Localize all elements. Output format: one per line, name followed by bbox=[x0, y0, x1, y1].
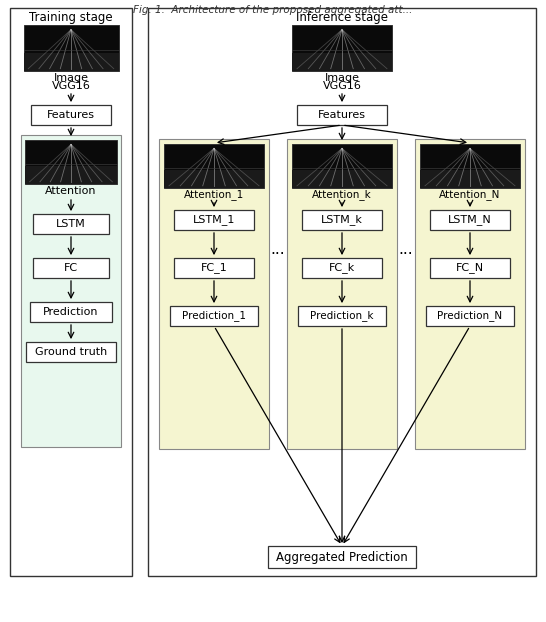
FancyBboxPatch shape bbox=[174, 210, 254, 230]
Bar bbox=[292, 53, 392, 71]
FancyBboxPatch shape bbox=[33, 258, 109, 278]
FancyBboxPatch shape bbox=[430, 258, 510, 278]
Bar bbox=[25, 167, 117, 184]
Bar bbox=[23, 25, 118, 71]
FancyBboxPatch shape bbox=[159, 139, 269, 449]
Text: Prediction_N: Prediction_N bbox=[437, 310, 502, 322]
Text: Training stage: Training stage bbox=[29, 11, 113, 24]
Text: LSTM_N: LSTM_N bbox=[448, 215, 492, 225]
Bar bbox=[420, 144, 520, 188]
Text: Inference stage: Inference stage bbox=[296, 11, 388, 24]
Text: Features: Features bbox=[47, 110, 95, 120]
Bar bbox=[164, 144, 264, 188]
Text: Attention_1: Attention_1 bbox=[184, 190, 244, 200]
FancyBboxPatch shape bbox=[415, 139, 525, 449]
Text: Aggregated Prediction: Aggregated Prediction bbox=[276, 550, 408, 564]
Text: LSTM_1: LSTM_1 bbox=[193, 215, 235, 225]
Bar bbox=[292, 170, 392, 188]
Bar bbox=[23, 53, 118, 71]
FancyBboxPatch shape bbox=[26, 342, 116, 362]
Text: Prediction_1: Prediction_1 bbox=[182, 310, 246, 322]
FancyBboxPatch shape bbox=[170, 306, 258, 326]
Bar bbox=[164, 170, 264, 188]
Bar bbox=[420, 170, 520, 188]
Text: Attention_k: Attention_k bbox=[312, 190, 372, 200]
Text: LSTM: LSTM bbox=[56, 219, 86, 229]
FancyBboxPatch shape bbox=[302, 258, 382, 278]
FancyBboxPatch shape bbox=[31, 105, 111, 125]
FancyBboxPatch shape bbox=[426, 306, 514, 326]
FancyBboxPatch shape bbox=[298, 306, 386, 326]
Bar bbox=[25, 140, 117, 184]
Text: VGG16: VGG16 bbox=[51, 81, 91, 91]
Text: VGG16: VGG16 bbox=[323, 81, 361, 91]
Text: LSTM_k: LSTM_k bbox=[321, 215, 363, 225]
Text: Fig. 1.  Architecture of the proposed aggregated att...: Fig. 1. Architecture of the proposed agg… bbox=[133, 5, 413, 15]
Text: FC_N: FC_N bbox=[456, 262, 484, 274]
FancyBboxPatch shape bbox=[30, 302, 112, 322]
Text: FC: FC bbox=[64, 263, 78, 273]
FancyBboxPatch shape bbox=[21, 135, 121, 447]
Text: Attention_N: Attention_N bbox=[440, 190, 501, 200]
Text: Attention: Attention bbox=[45, 186, 97, 196]
Bar bbox=[292, 25, 392, 71]
Text: FC_k: FC_k bbox=[329, 262, 355, 274]
Text: ...: ... bbox=[399, 241, 413, 256]
Bar bbox=[292, 144, 392, 188]
FancyBboxPatch shape bbox=[33, 214, 109, 234]
FancyBboxPatch shape bbox=[268, 546, 416, 568]
Text: Prediction_k: Prediction_k bbox=[310, 310, 374, 322]
FancyBboxPatch shape bbox=[430, 210, 510, 230]
Text: Prediction: Prediction bbox=[43, 307, 99, 317]
Text: Image: Image bbox=[324, 73, 359, 83]
FancyBboxPatch shape bbox=[302, 210, 382, 230]
Text: Features: Features bbox=[318, 110, 366, 120]
FancyBboxPatch shape bbox=[174, 258, 254, 278]
Text: Ground truth: Ground truth bbox=[35, 347, 107, 357]
Text: FC_1: FC_1 bbox=[200, 262, 227, 274]
FancyBboxPatch shape bbox=[297, 105, 387, 125]
Text: Image: Image bbox=[54, 73, 88, 83]
FancyBboxPatch shape bbox=[287, 139, 397, 449]
Text: ...: ... bbox=[271, 241, 286, 256]
